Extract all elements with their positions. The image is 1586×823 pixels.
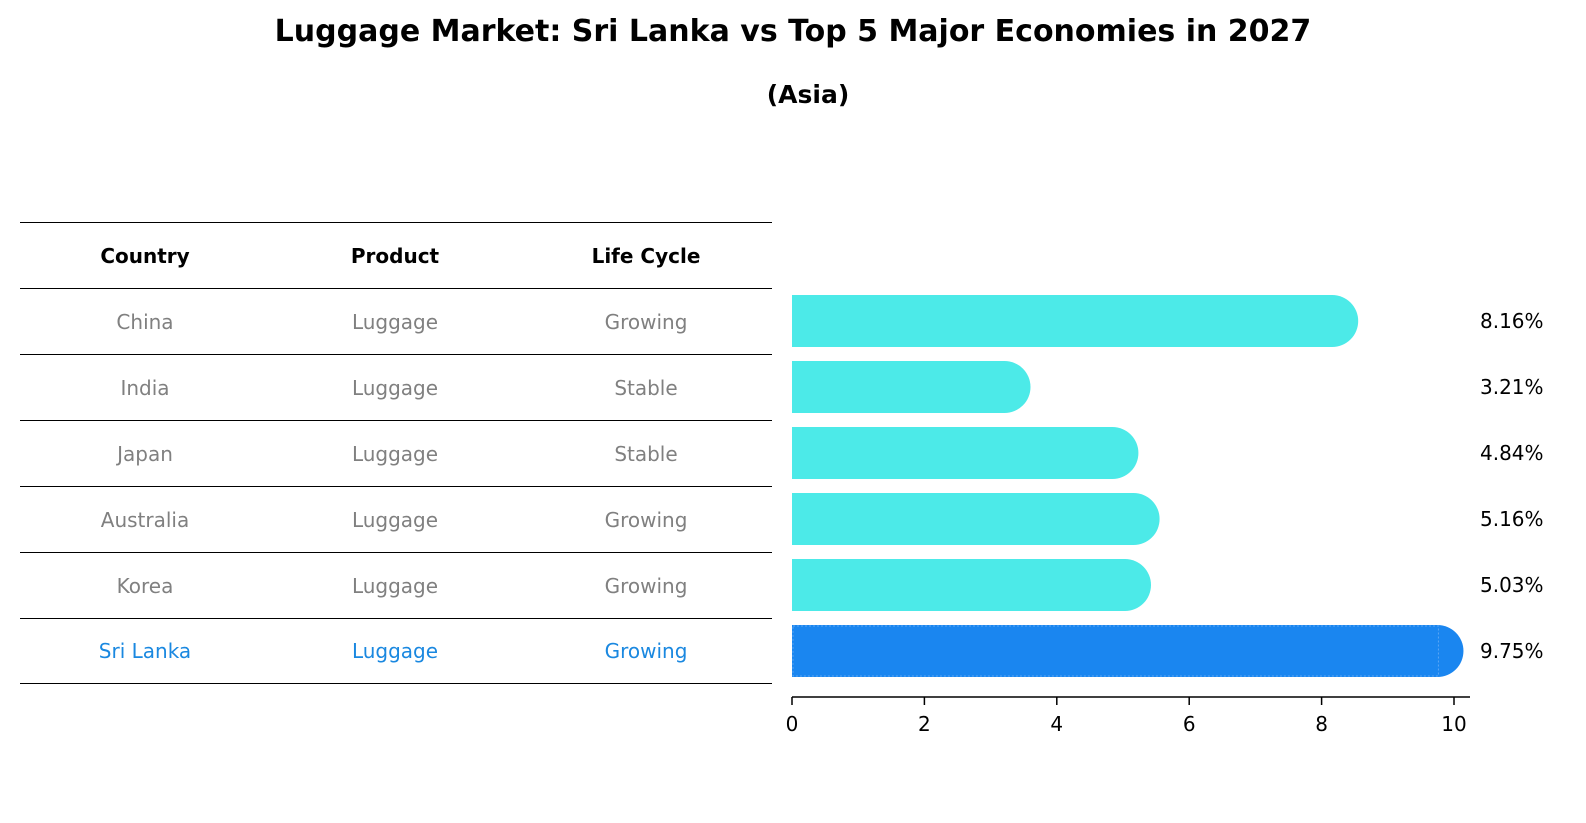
country-cell: Sri Lanka: [98, 639, 192, 663]
bar-japan: [792, 427, 1139, 479]
table-row: India Luggage Stable: [20, 354, 772, 420]
header-life-cycle: Life Cycle: [591, 243, 701, 268]
bar-value-label: 4.84%: [1480, 441, 1544, 465]
bar-china: [792, 295, 1359, 347]
header-product: Product: [350, 243, 440, 268]
x-tick-label: 6: [1183, 712, 1196, 736]
x-tick-label: 2: [918, 712, 931, 736]
life-cycle-cell: Growing: [604, 639, 688, 663]
product-cell: Luggage: [351, 375, 439, 400]
table-row: Australia Luggage Growing: [20, 486, 772, 552]
country-cell: Australia: [100, 507, 190, 532]
product-cell: Luggage: [351, 309, 439, 334]
bar-sri-lanka: [792, 625, 1464, 677]
life-cycle-cell: Stable: [614, 441, 678, 466]
header-country: Country: [100, 243, 190, 268]
bar-korea: [792, 559, 1151, 611]
table-row-highlight: Sri Lanka Luggage Growing: [20, 618, 772, 684]
country-cell: China: [116, 309, 174, 334]
bar-value-label: 9.75%: [1480, 639, 1544, 663]
x-tick-label: 8: [1315, 712, 1328, 736]
x-tick-label: 10: [1441, 712, 1466, 736]
table-row: Korea Luggage Growing: [20, 552, 772, 618]
life-cycle-cell: Growing: [604, 309, 688, 334]
bar-australia: [792, 493, 1160, 545]
life-cycle-cell: Growing: [604, 573, 688, 598]
product-cell: Luggage: [351, 441, 439, 466]
table-row: Japan Luggage Stable: [20, 420, 772, 486]
product-cell: Luggage: [351, 573, 439, 598]
bar-value-label: 5.16%: [1480, 507, 1544, 531]
table-row: China Luggage Growing: [20, 288, 772, 354]
life-cycle-cell: Stable: [614, 375, 678, 400]
info-table: Country Product Life Cycle China Luggage…: [20, 222, 772, 684]
bar-highlight-outline: [792, 625, 1439, 677]
chart-subtitle: (Asia): [766, 80, 850, 109]
country-cell: Korea: [116, 573, 174, 598]
bar-value-label: 3.21%: [1480, 375, 1544, 399]
bar-value-label: 5.03%: [1480, 573, 1544, 597]
bar-value-label: 8.16%: [1480, 309, 1544, 333]
country-cell: Japan: [117, 441, 173, 466]
product-cell: Luggage: [351, 507, 439, 532]
country-cell: India: [120, 375, 170, 400]
table-header-row: Country Product Life Cycle: [20, 222, 772, 288]
x-tick-label: 0: [786, 712, 799, 736]
product-cell: Luggage: [351, 639, 439, 663]
bar-india: [792, 361, 1031, 413]
life-cycle-cell: Growing: [604, 507, 688, 532]
chart-title: Luggage Market: Sri Lanka vs Top 5 Major…: [274, 14, 1312, 49]
x-tick-label: 4: [1050, 712, 1063, 736]
